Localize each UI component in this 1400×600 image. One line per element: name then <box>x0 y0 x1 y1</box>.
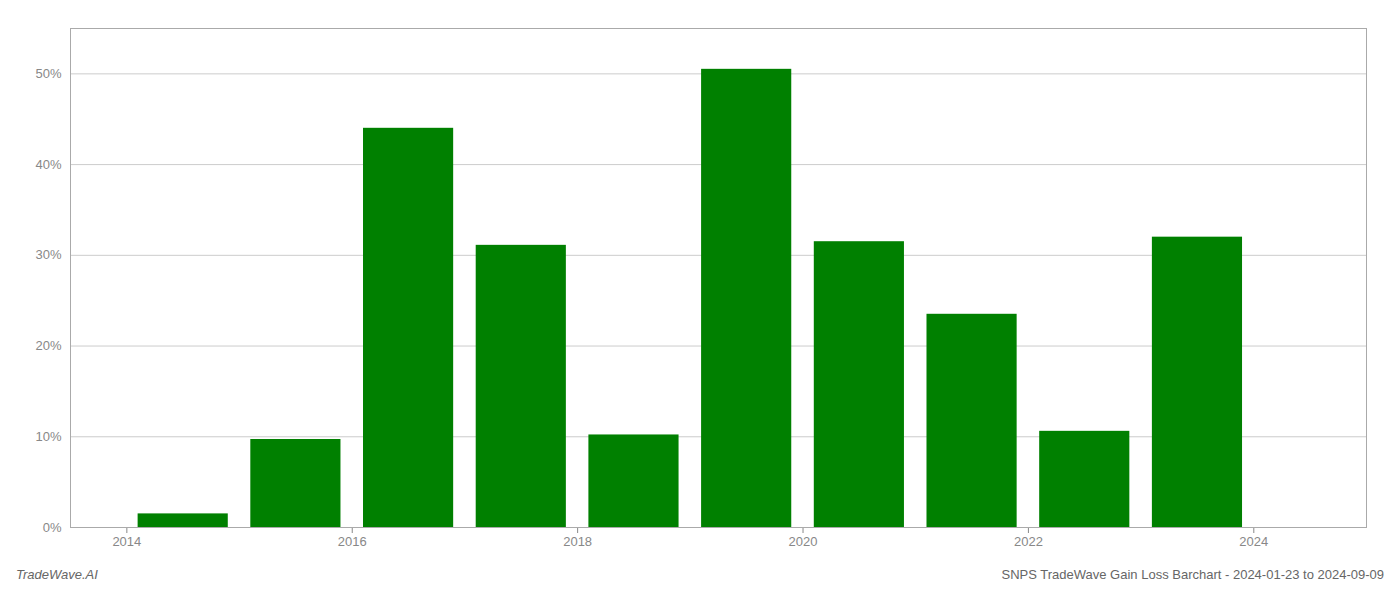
html-text:SNPS TradeWave Gain Loss Barch: SNPS TradeWave Gain Loss Barchart - 2024… <box>1001 567 1384 582</box>
svg-text:0%: 0% <box>43 520 62 535</box>
svg-text:2020: 2020 <box>789 534 818 549</box>
svg-text:10%: 10% <box>35 429 61 444</box>
svg-text:20%: 20% <box>35 338 61 353</box>
svg-text:50%: 50% <box>35 66 61 81</box>
svg-text:2024: 2024 <box>1239 534 1268 549</box>
svg-text:2016: 2016 <box>338 534 367 549</box>
svg-text:40%: 40% <box>35 157 61 172</box>
svg-text:2022: 2022 <box>1014 534 1043 549</box>
html-text:TradeWave.AI: TradeWave.AI <box>16 567 98 582</box>
svg-text:2018: 2018 <box>563 534 592 549</box>
svg-text:30%: 30% <box>35 247 61 262</box>
svg-text:2014: 2014 <box>112 534 141 549</box>
